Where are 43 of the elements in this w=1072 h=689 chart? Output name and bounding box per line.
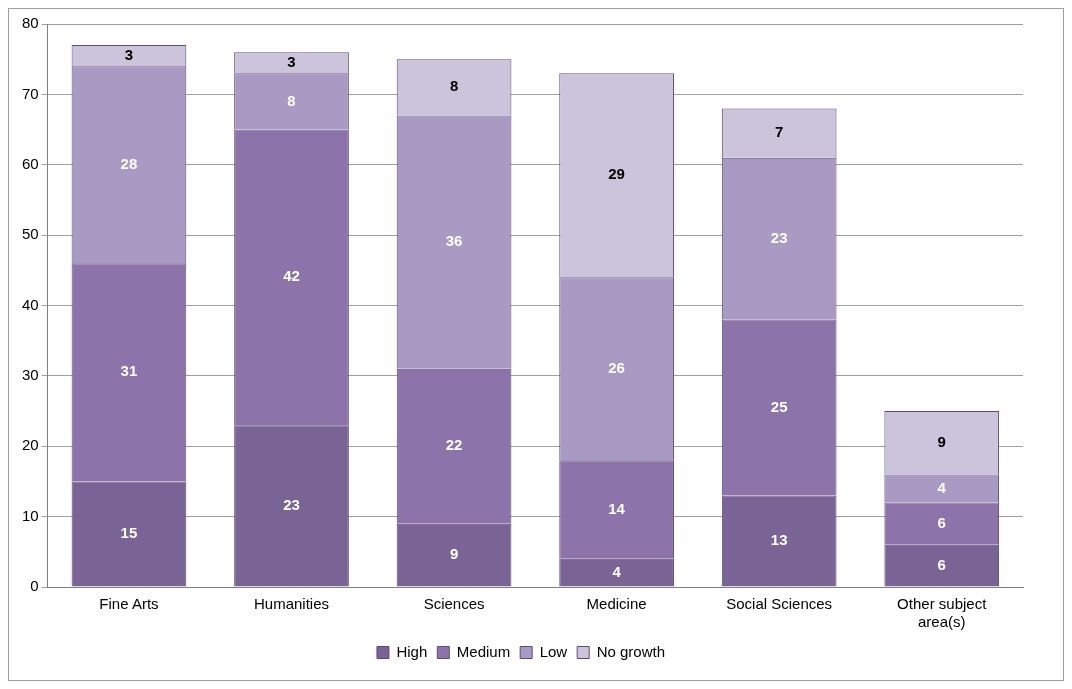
data-label: 9: [937, 432, 946, 450]
y-tick-label: 30: [22, 366, 39, 384]
data-label: 31: [120, 362, 138, 380]
y-tick-label: 60: [22, 154, 39, 172]
data-label: 22: [445, 436, 463, 454]
y-tick-label: 70: [22, 84, 39, 102]
data-label: 8: [287, 91, 296, 109]
y-tick-label: 0: [30, 577, 39, 595]
y-tick-label: 20: [22, 436, 39, 454]
legend-label: No growth: [596, 642, 666, 660]
legend-label: Low: [539, 642, 568, 660]
legend-label: Medium: [456, 642, 511, 660]
data-label: 13: [770, 531, 788, 549]
data-label: 8: [449, 77, 459, 95]
x-tick-label: Humanities: [254, 595, 330, 613]
data-label: 23: [770, 228, 788, 246]
data-label: 6: [937, 513, 946, 531]
data-label: 23: [283, 495, 300, 513]
data-label: 25: [770, 397, 788, 415]
data-label: 42: [283, 267, 300, 285]
data-label: 4: [937, 478, 947, 496]
x-tick-label: Sciences: [423, 595, 485, 613]
data-label: 7: [775, 123, 784, 141]
data-label: 3: [287, 52, 296, 70]
data-label: 28: [120, 154, 138, 172]
x-tick-label: Social Sciences: [726, 595, 833, 613]
y-tick-label: 50: [22, 225, 39, 243]
data-label: 3: [124, 45, 134, 63]
x-tick-label: Fine Arts: [99, 595, 159, 613]
y-tick-label: 40: [22, 295, 39, 313]
data-label: 4: [612, 562, 622, 580]
y-tick-label: 10: [22, 506, 39, 524]
data-label: 6: [937, 555, 946, 573]
y-tick-label: 80: [22, 14, 39, 32]
data-label: 26: [608, 358, 625, 376]
data-label: 14: [608, 499, 626, 517]
data-label: 9: [449, 545, 459, 563]
data-label: 29: [608, 165, 625, 183]
legend-label: High: [396, 642, 428, 660]
data-label: 36: [445, 232, 463, 250]
x-tick-label: Other subject area(s): [897, 595, 988, 631]
data-label: 15: [120, 524, 138, 542]
x-tick-label: Medicine: [586, 595, 647, 613]
